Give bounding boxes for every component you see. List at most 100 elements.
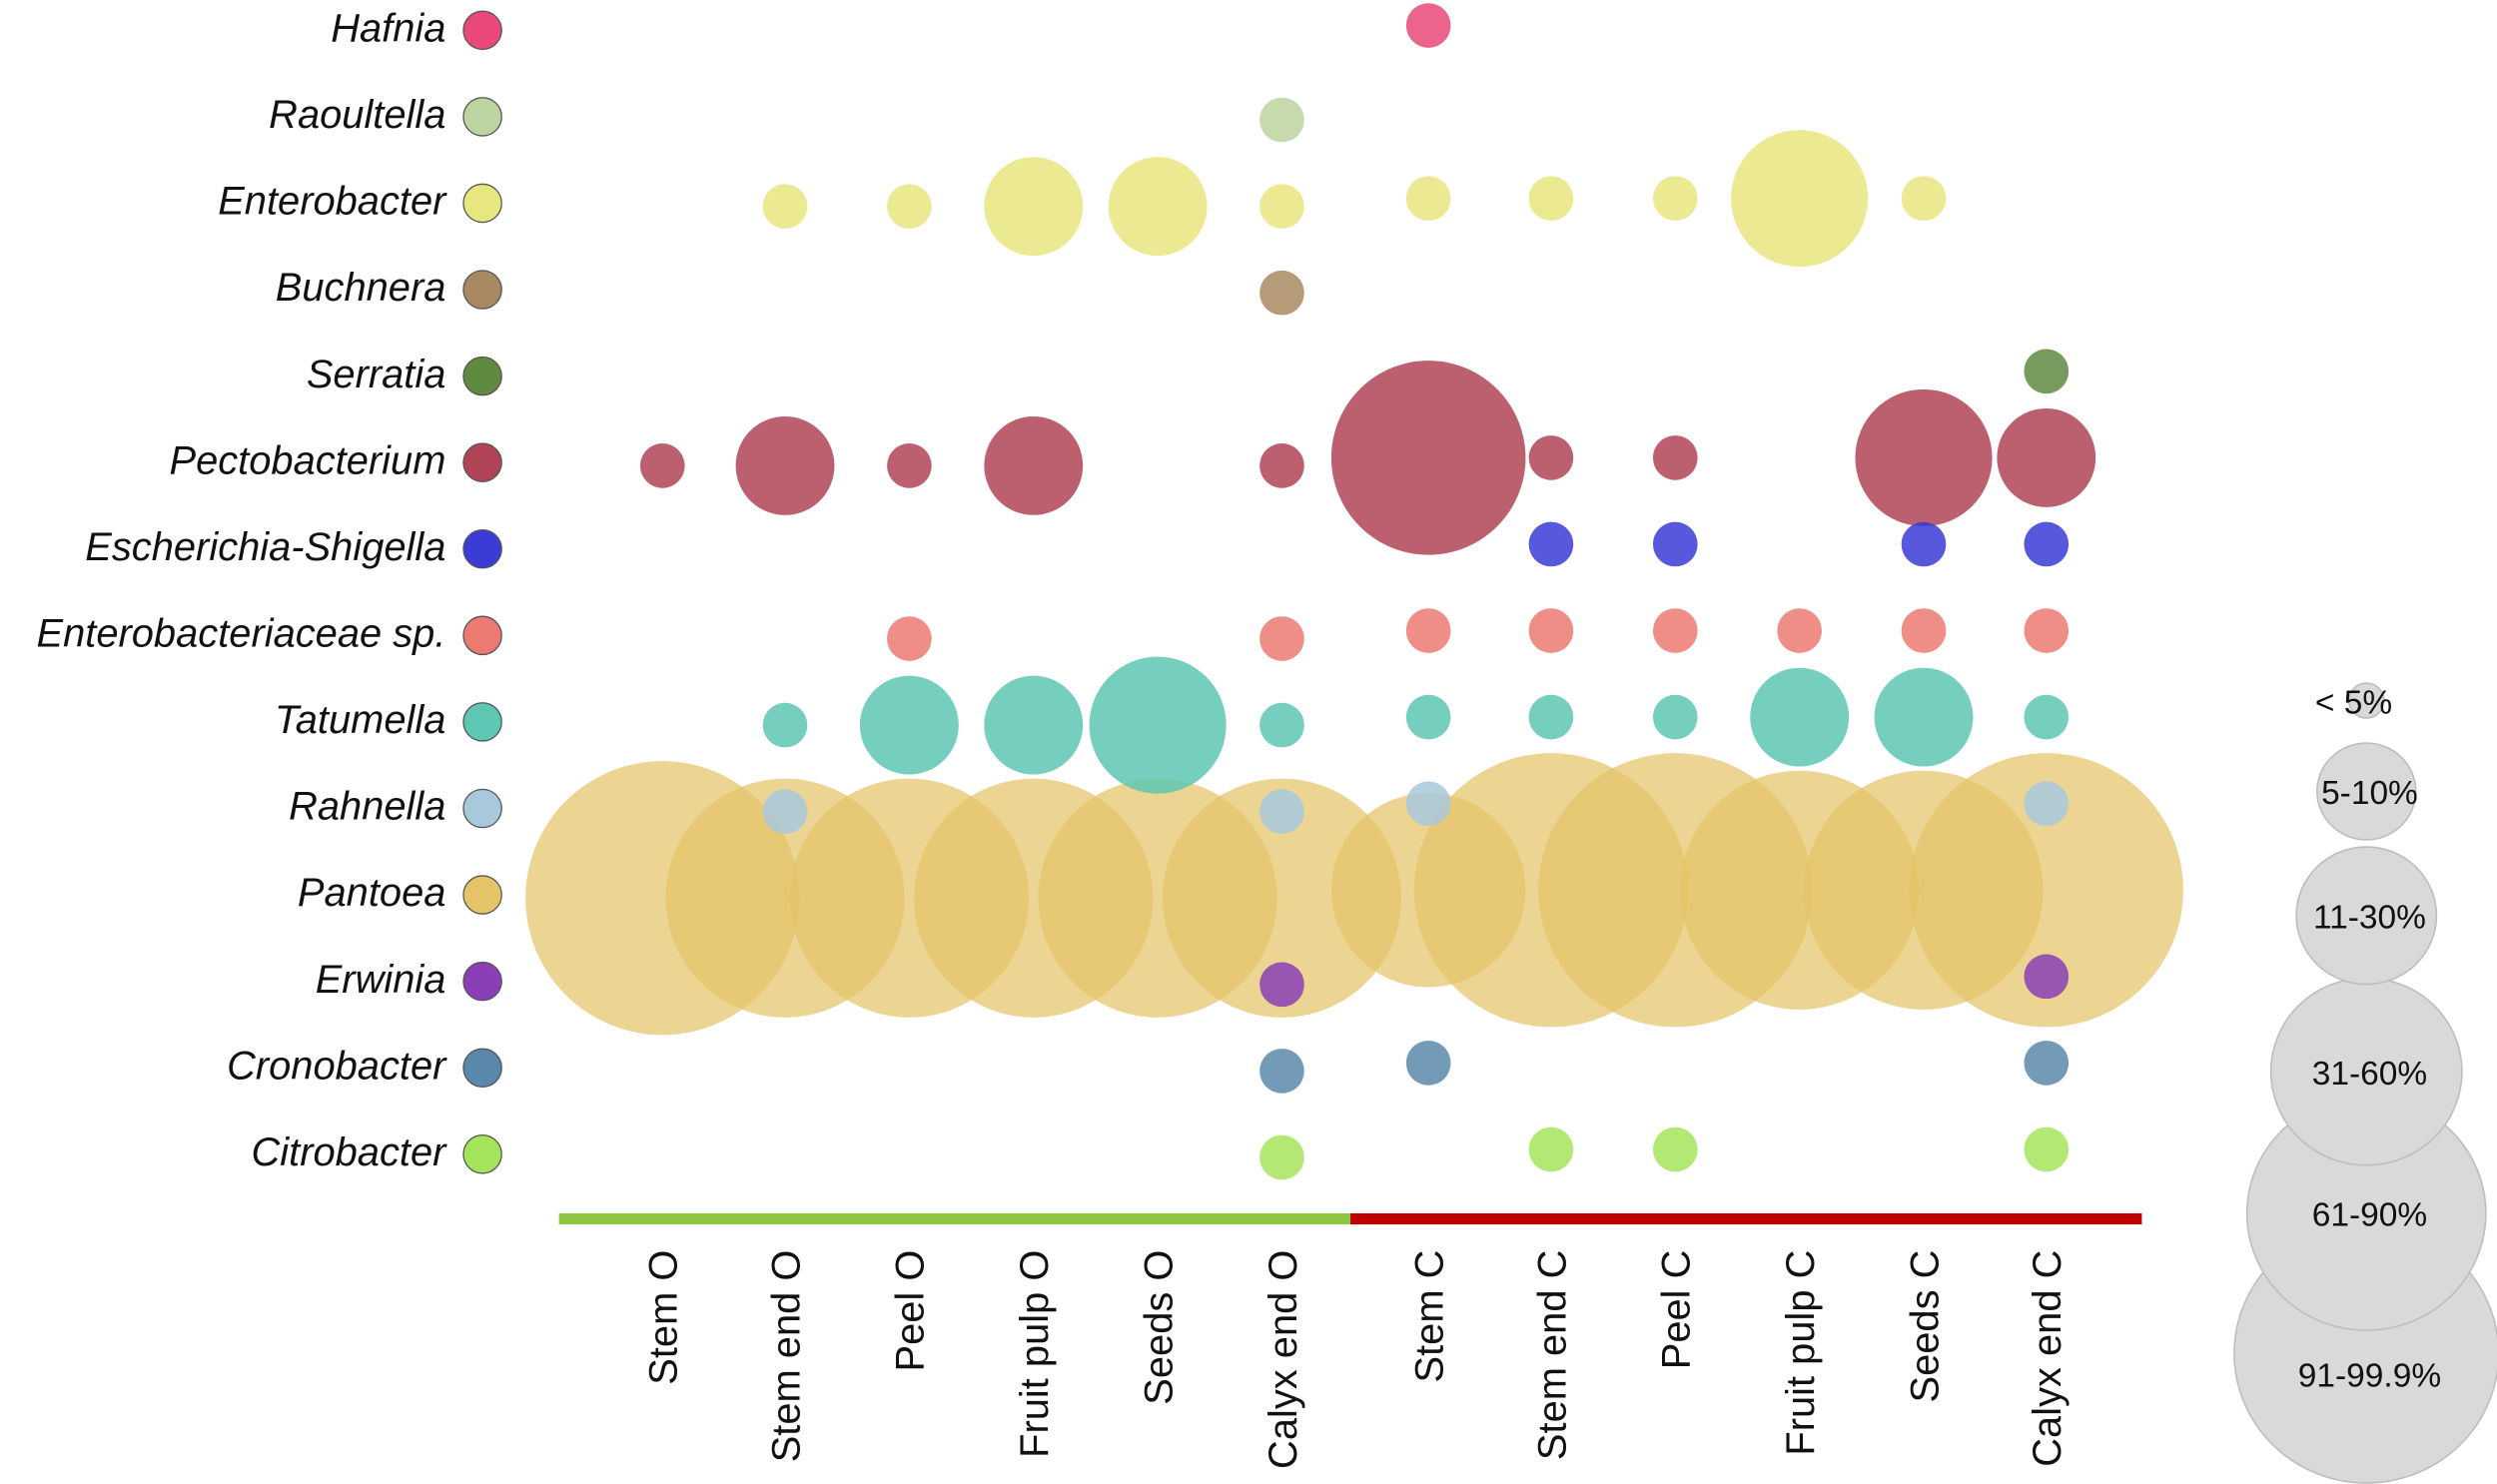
- size-legend-label: 61-90%: [2312, 1197, 2427, 1234]
- bubble-enterobacter-6: [1405, 176, 1451, 221]
- legend-marker: [462, 10, 502, 51]
- bubble-enterobacter-7: [1528, 176, 1574, 221]
- legend-marker: [462, 97, 502, 137]
- bubble-tatumella-4: [1089, 656, 1227, 794]
- bubble-cronobacter-5: [1259, 1049, 1304, 1094]
- bubble-erwinia-11: [2024, 954, 2070, 1000]
- bubble-enterobacteriaceae-sp--5: [1259, 616, 1304, 661]
- group-bar-O: [558, 1212, 1351, 1225]
- bubble-enterobacter-4: [1108, 157, 1208, 257]
- row-labels: Hafnia Raoultella Enterobacter Buchnera Serr…: [37, 6, 502, 1174]
- bubble-enterobacter-8: [1652, 176, 1698, 221]
- bubble-tatumella-7: [1528, 694, 1574, 740]
- row-label: Citrobacter: [251, 1130, 447, 1174]
- row-label: Pantoea: [298, 871, 445, 915]
- x-tick-label: Seeds C: [1903, 1250, 1947, 1403]
- bubble-tatumella-9: [1750, 667, 1850, 767]
- row-label: Enterobacteriaceae sp.: [37, 611, 446, 655]
- row-label: Rahnella: [289, 785, 445, 829]
- size-legend-label: < 5%: [2315, 684, 2392, 721]
- legend-marker: [462, 183, 502, 224]
- bubble-pectobacterium-3: [984, 415, 1084, 515]
- size-legend-label: 5-10%: [2321, 775, 2418, 812]
- bubble-tatumella-2: [859, 675, 959, 775]
- bubble-rahnella-1: [762, 789, 808, 834]
- bubble-tatumella-10: [1874, 667, 1974, 767]
- x-axis: Stem O Stem end O Peel O Fruit pulp O Seeds …: [558, 1212, 2142, 1469]
- size-legend: < 5% 5-10% 11-30% 31-60% 61-90% 91-99.9%: [2233, 682, 2497, 1484]
- bubble-enterobacteriaceae-sp--11: [2024, 608, 2070, 653]
- bubble-pectobacterium-7: [1528, 435, 1574, 480]
- bubble-enterobacteriaceae-sp--9: [1777, 608, 1822, 653]
- row-label: Hafnia: [331, 6, 445, 50]
- row-label: Raoultella: [269, 93, 445, 137]
- bubble-enterobacteriaceae-sp--8: [1652, 608, 1698, 653]
- x-tick-label: Calyx end C: [2026, 1250, 2070, 1467]
- legend-marker: [462, 442, 502, 482]
- legend-marker: [462, 356, 502, 396]
- bubble-pectobacterium-5: [1259, 443, 1304, 488]
- bubble-raoultella-5: [1259, 97, 1304, 143]
- bubble-tatumella-5: [1259, 702, 1304, 748]
- bubble-pectobacterium-6: [1330, 361, 1526, 555]
- legend-marker: [462, 615, 502, 656]
- bubble-citrobacter-7: [1528, 1126, 1574, 1172]
- bubble-hafnia-6: [1405, 3, 1451, 48]
- row-label: Escherichia-Shigella: [85, 525, 445, 569]
- legend-marker: [462, 1134, 502, 1174]
- bubble-rahnella-11: [2024, 781, 2070, 827]
- legend-marker: [462, 875, 502, 915]
- row-label: Buchnera: [276, 266, 446, 310]
- bubble-citrobacter-8: [1652, 1126, 1698, 1172]
- legend-marker: [462, 788, 502, 829]
- x-tick-label: Peel C: [1655, 1250, 1699, 1370]
- bubble-enterobacteriaceae-sp--10: [1901, 608, 1947, 653]
- bubble-enterobacteriaceae-sp--2: [887, 616, 932, 661]
- bubble-rahnella-5: [1259, 789, 1304, 834]
- x-tick-label: Stem end C: [1530, 1250, 1574, 1460]
- bubble-enterobacter-10: [1901, 176, 1947, 221]
- bubble-escherichia-shigella-10: [1901, 521, 1947, 567]
- bubble-rahnella-6: [1405, 781, 1451, 827]
- bubble-escherichia-shigella-11: [2024, 521, 2070, 567]
- x-tick-label: Seeds O: [1137, 1250, 1181, 1405]
- bubble-tatumella-11: [2024, 694, 2070, 740]
- row-label: Cronobacter: [227, 1044, 447, 1088]
- x-tick-label: Peel O: [889, 1250, 933, 1372]
- bubble-citrobacter-11: [2024, 1126, 2070, 1172]
- bubble-pantoea-11: [1909, 753, 2183, 1028]
- bubble-serratia-11: [2024, 349, 2070, 394]
- bubble-escherichia-shigella-7: [1528, 521, 1574, 567]
- size-legend-label: 11-30%: [2313, 900, 2426, 937]
- bubbles: [525, 3, 2183, 1180]
- bubble-escherichia-shigella-8: [1652, 521, 1698, 567]
- bubble-pectobacterium-11: [1997, 407, 2096, 507]
- bubble-enterobacter-3: [984, 157, 1084, 257]
- legend-marker: [462, 961, 502, 1002]
- bubble-enterobacteriaceae-sp--7: [1528, 608, 1574, 653]
- bubble-pectobacterium-2: [887, 443, 932, 488]
- bubble-pectobacterium-10: [1855, 388, 1993, 526]
- row-label: Serratia: [307, 353, 446, 396]
- row-label: Pectobacterium: [169, 438, 445, 482]
- bubble-erwinia-5: [1259, 962, 1304, 1008]
- bubble-citrobacter-5: [1259, 1134, 1304, 1180]
- size-legend-circle: [2347, 682, 2385, 719]
- bubble-cronobacter-11: [2024, 1041, 2070, 1086]
- bubble-enterobacter-2: [887, 184, 932, 229]
- row-label: Tatumella: [275, 698, 445, 742]
- bubble-tatumella-8: [1652, 694, 1698, 740]
- bubble-enterobacter-5: [1259, 184, 1304, 229]
- size-legend-label: 31-60%: [2312, 1056, 2427, 1093]
- bubble-pectobacterium-8: [1652, 435, 1698, 480]
- legend-marker: [462, 528, 502, 569]
- legend-marker: [462, 1048, 502, 1088]
- bubble-pectobacterium-1: [735, 415, 835, 515]
- bubble-buchnera-5: [1259, 270, 1304, 316]
- x-tick-label: Stem C: [1408, 1250, 1452, 1383]
- row-label: Erwinia: [316, 958, 446, 1002]
- legend-marker: [462, 702, 502, 742]
- x-tick-label: Calyx end O: [1261, 1250, 1305, 1469]
- x-tick-label: Fruit pulp C: [1779, 1250, 1823, 1456]
- bubble-pectobacterium-0: [639, 443, 685, 488]
